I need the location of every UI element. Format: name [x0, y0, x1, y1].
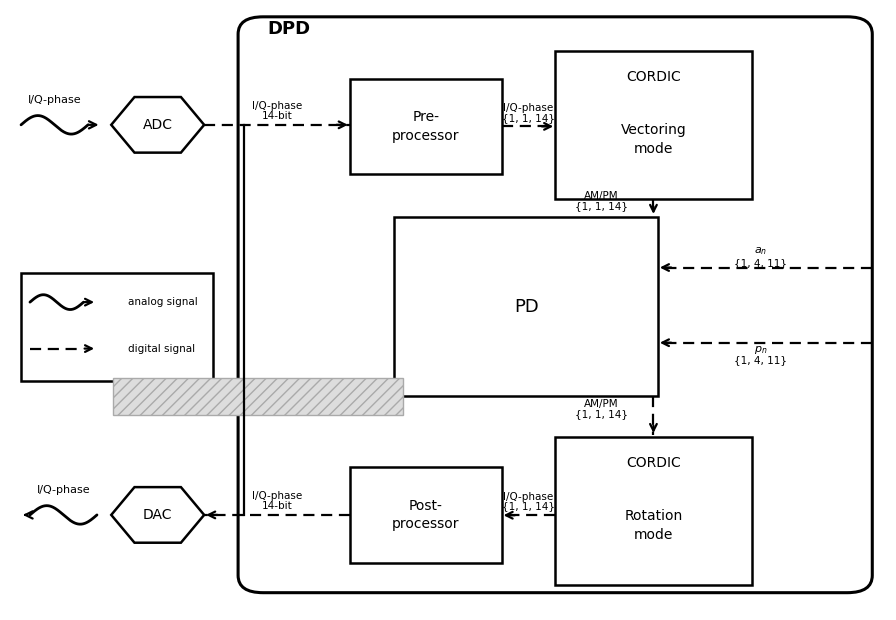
Text: {1, 1, 14}: {1, 1, 14} [575, 201, 628, 211]
Text: I/Q-phase: I/Q-phase [504, 103, 554, 113]
Text: AM/PM: AM/PM [584, 399, 619, 409]
Text: Post-
processor: Post- processor [392, 499, 460, 531]
FancyBboxPatch shape [238, 17, 873, 593]
Text: Vectoring
mode: Vectoring mode [621, 123, 686, 156]
Text: {1, 1, 14}: {1, 1, 14} [575, 409, 628, 419]
Text: {1, 4, 11}: {1, 4, 11} [734, 355, 787, 365]
Text: AM/PM: AM/PM [584, 191, 619, 201]
Polygon shape [111, 97, 204, 153]
Text: digital signal: digital signal [128, 343, 195, 353]
Polygon shape [111, 487, 204, 542]
Text: Rotation
mode: Rotation mode [625, 509, 683, 542]
Text: I/Q-phase: I/Q-phase [37, 485, 90, 495]
Text: I/Q-phase: I/Q-phase [252, 101, 302, 112]
Bar [556, 436, 752, 585]
Bar [21, 273, 213, 381]
Text: I/Q-phase: I/Q-phase [504, 492, 554, 502]
Bar [349, 79, 502, 174]
Text: {1, 4, 11}: {1, 4, 11} [734, 257, 787, 268]
Bar [556, 51, 752, 199]
Text: a$_n$: a$_n$ [754, 246, 767, 257]
Text: CORDIC: CORDIC [626, 71, 681, 84]
Text: DAC: DAC [143, 508, 172, 522]
Text: ADC: ADC [142, 118, 173, 132]
Text: p$_n$: p$_n$ [754, 344, 767, 356]
Bar [349, 467, 502, 563]
Bar [394, 218, 658, 396]
Text: {1, 1, 14}: {1, 1, 14} [502, 113, 555, 123]
Text: {1, 1, 14}: {1, 1, 14} [502, 502, 555, 512]
Text: PD: PD [513, 298, 538, 316]
Text: I/Q-phase: I/Q-phase [252, 492, 302, 502]
Text: Pre-
processor: Pre- processor [392, 110, 460, 143]
Text: 14-bit: 14-bit [262, 502, 292, 512]
Text: 14-bit: 14-bit [262, 111, 292, 121]
Text: DPD: DPD [267, 20, 311, 38]
Text: CORDIC: CORDIC [626, 456, 681, 470]
Text: analog signal: analog signal [128, 297, 198, 307]
Text: I/Q-phase: I/Q-phase [28, 95, 82, 105]
Bar [113, 378, 403, 415]
